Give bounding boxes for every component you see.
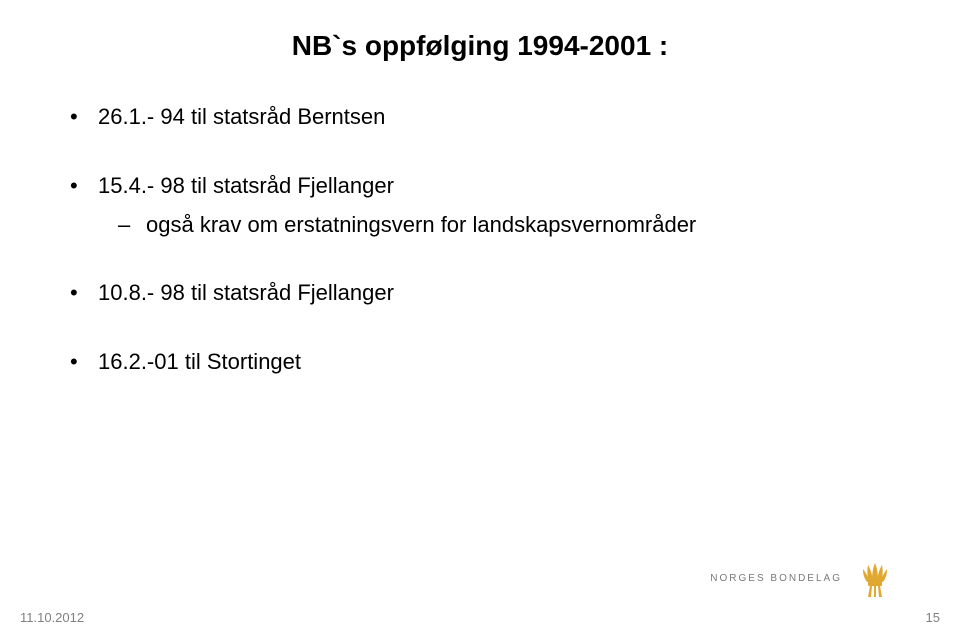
sub-list: også krav om erstatningsvern for landska… — [98, 210, 900, 241]
bullet-text: 15.4.- 98 til statsråd Fjellanger — [98, 173, 394, 198]
bullet-item: 10.8.- 98 til statsråd Fjellanger — [70, 278, 900, 309]
sub-item: også krav om erstatningsvern for landska… — [118, 210, 900, 241]
footer-page-number: 15 — [926, 610, 940, 625]
org-name: NORGES BONDELAG — [710, 573, 842, 584]
bullet-list: 26.1.- 94 til statsråd Berntsen 15.4.- 9… — [60, 102, 900, 378]
sub-text: også krav om erstatningsvern for landska… — [146, 212, 696, 237]
slide-title: NB`s oppfølging 1994-2001 : — [60, 30, 900, 62]
bullet-item: 16.2.-01 til Stortinget — [70, 347, 900, 378]
bullet-text: 26.1.- 94 til statsråd Berntsen — [98, 104, 385, 129]
logo-container: NORGES BONDELAG — [710, 553, 900, 603]
footer-date: 11.10.2012 — [20, 610, 84, 625]
bullet-text: 16.2.-01 til Stortinget — [98, 349, 301, 374]
slide-container: NB`s oppfølging 1994-2001 : 26.1.- 94 ti… — [0, 0, 960, 643]
bullet-item: 15.4.- 98 til statsråd Fjellanger også k… — [70, 171, 900, 241]
bullet-item: 26.1.- 94 til statsråd Berntsen — [70, 102, 900, 133]
wheat-sheaf-icon — [850, 553, 900, 603]
bullet-text: 10.8.- 98 til statsråd Fjellanger — [98, 280, 394, 305]
